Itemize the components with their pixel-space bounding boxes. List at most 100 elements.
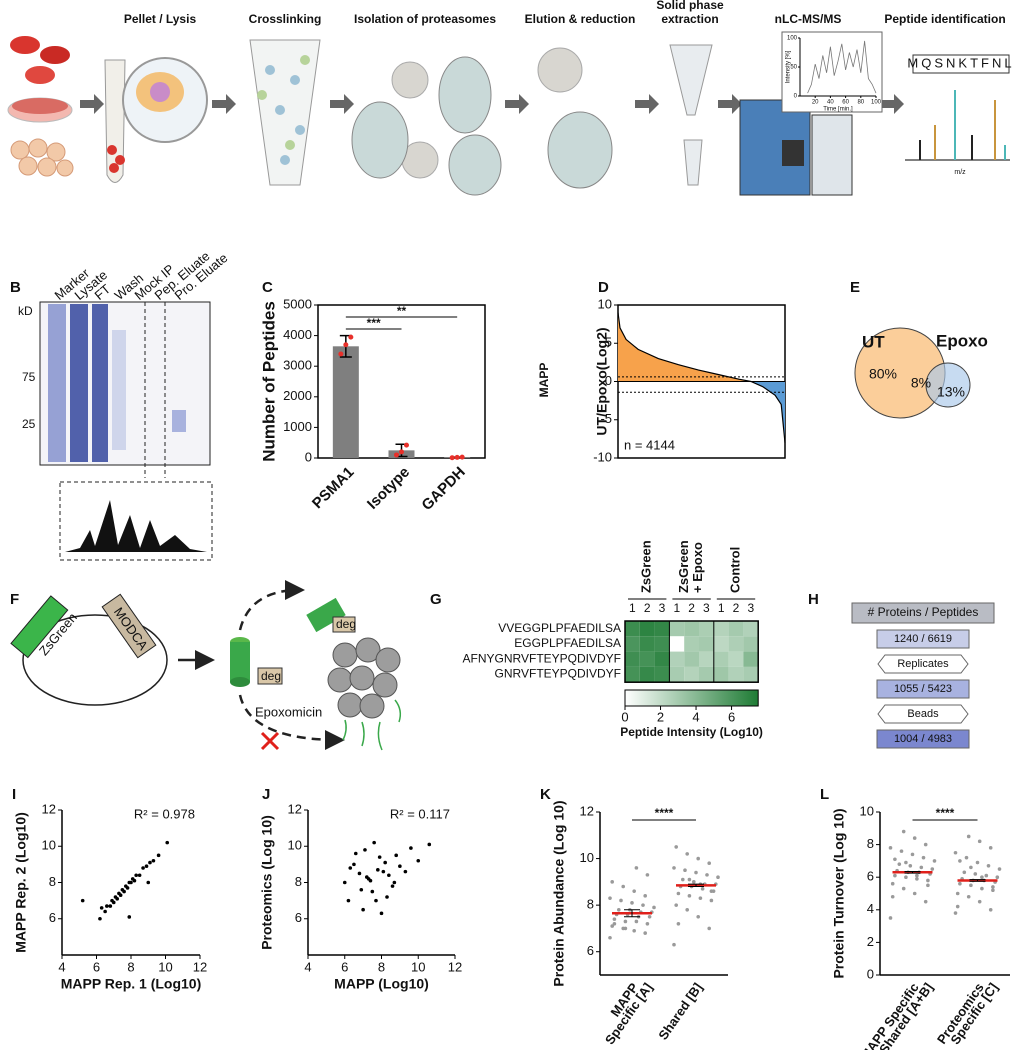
annotation: R² = 0.978 (134, 806, 195, 821)
point (409, 846, 413, 850)
heat-cell (743, 621, 759, 637)
dot (645, 921, 650, 926)
column-label: 2 (644, 601, 651, 615)
dot (930, 867, 935, 871)
set-label: Epoxo (936, 331, 988, 350)
point (381, 869, 386, 874)
dot (641, 903, 645, 907)
heat-cell (728, 666, 744, 683)
panel-letter: I (12, 786, 16, 803)
dot (904, 875, 908, 879)
drug-label: Epoxomicin (255, 704, 322, 719)
point (134, 873, 138, 878)
point (385, 895, 389, 899)
diagram-f (10, 580, 402, 751)
colorbar-tick-label: 4 (692, 709, 699, 724)
gel-unit: kD (18, 304, 33, 318)
heat-cell (625, 666, 640, 683)
x-tick-label: 12 (193, 959, 207, 974)
data-point (343, 342, 349, 348)
y-tick-label: 1000 (283, 419, 312, 434)
point (127, 915, 132, 919)
panel-letter: C (262, 279, 273, 296)
dot (932, 859, 937, 863)
significance-label: *** (367, 316, 381, 330)
dot (988, 846, 993, 850)
y-tick-label: -5 (600, 411, 612, 426)
dot (672, 866, 676, 870)
dot (643, 931, 647, 935)
point (118, 893, 123, 897)
dot (969, 865, 973, 870)
value-label: 13% (937, 384, 965, 400)
dot (676, 921, 681, 926)
x-tick-label: 6 (93, 959, 100, 974)
dot (953, 850, 958, 855)
point (403, 869, 408, 874)
point (368, 878, 373, 883)
dot (912, 836, 917, 840)
dot (700, 887, 705, 891)
heat-cell (743, 666, 759, 683)
x-axis-label: Time [min.] (823, 107, 853, 113)
x-tick-label: 10 (411, 959, 425, 974)
y-tick-label: 8 (867, 836, 874, 851)
dot (608, 896, 612, 900)
column-label: 3 (659, 601, 666, 615)
dot (997, 867, 1002, 871)
dot (623, 926, 628, 931)
point (387, 873, 391, 878)
dot (632, 928, 636, 933)
dot (683, 868, 687, 873)
heat-cell (684, 636, 699, 652)
dot (685, 908, 689, 912)
dot (709, 889, 714, 893)
x-tick-label: 20 (812, 100, 819, 106)
heat-cell (743, 636, 759, 652)
point (141, 866, 145, 870)
y-tick-label: 10 (42, 838, 56, 853)
point (383, 860, 387, 865)
dot (926, 883, 930, 888)
dot (955, 891, 960, 896)
dot (980, 875, 984, 879)
step-label: Pellet / Lysis (124, 12, 197, 26)
point (80, 898, 85, 903)
dot (685, 852, 689, 856)
line (617, 312, 786, 443)
point (374, 898, 378, 903)
peptide-sequence: MQSNKTFNL (907, 55, 1014, 70)
heat-cell (699, 636, 714, 652)
panel-letter: F (10, 591, 19, 608)
y-tick-label: 6 (295, 910, 302, 925)
y-tick-label: -10 (593, 449, 612, 464)
column-label: 1 (629, 601, 636, 615)
heat-cell (699, 621, 714, 637)
degron-label: deg (336, 617, 356, 631)
point (377, 855, 382, 859)
flow-count: 1004 / 4983 (894, 733, 952, 745)
point (108, 904, 113, 908)
x-tick-label: 40 (827, 100, 834, 106)
flow-count: 1055 / 5423 (894, 683, 952, 695)
y-tick-label: 10 (598, 296, 612, 311)
dot (617, 908, 621, 912)
heat-cell (728, 636, 744, 652)
y-tick-label: 10 (580, 850, 594, 865)
flow-header: # Proteins / Peptides (868, 605, 979, 619)
x-tick-label: GAPDH (418, 464, 468, 514)
dot (964, 855, 969, 860)
point (370, 889, 375, 894)
heat-cell (699, 666, 714, 683)
dot (915, 873, 919, 878)
gel-marker: 25 (22, 417, 36, 431)
step-label: Peptide identification (884, 12, 1005, 26)
y-axis-label: Intensity [%] (786, 50, 792, 83)
y-tick-label: 6 (49, 910, 56, 925)
point (129, 880, 133, 885)
heat-cell (654, 651, 670, 667)
gel (39, 301, 213, 561)
group-label: + Epoxo (690, 542, 705, 593)
heat-cell (684, 651, 699, 667)
step-label: extraction (661, 12, 718, 26)
